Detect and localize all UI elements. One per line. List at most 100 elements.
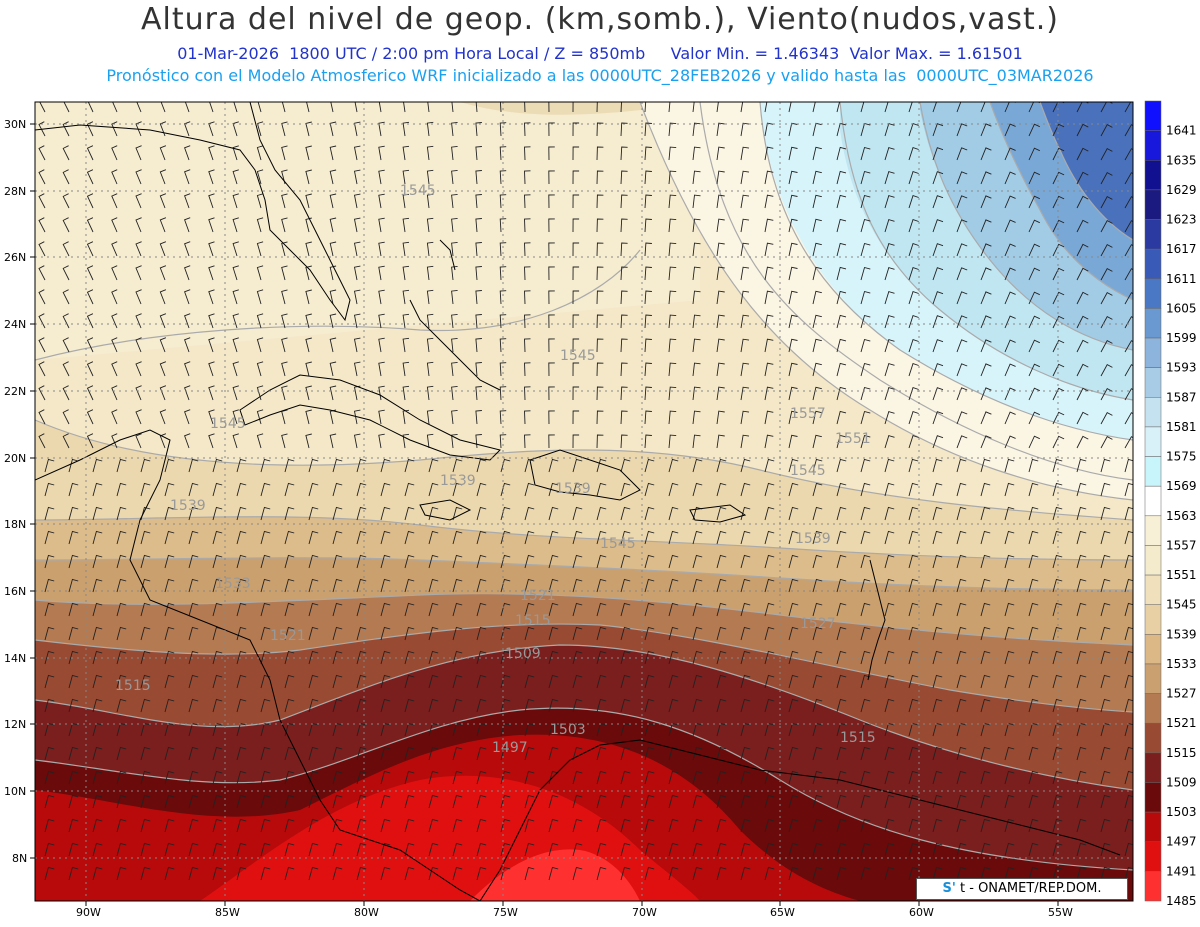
wind-barb	[956, 578, 967, 593]
wind-barb	[380, 674, 391, 689]
wind-barb	[111, 169, 118, 185]
wind-barb	[140, 698, 151, 713]
wind-barb	[284, 554, 295, 569]
wind-barb	[281, 169, 288, 185]
wind-barb	[308, 698, 319, 713]
wind-barb	[378, 433, 385, 449]
wind-barb	[956, 147, 968, 161]
wind-barb	[668, 410, 677, 425]
wind-barb	[404, 746, 415, 761]
wind-barb	[620, 698, 631, 713]
wind-barb	[524, 866, 535, 881]
wind-barb	[1076, 578, 1087, 593]
wind-barb	[329, 169, 337, 185]
wind-barb	[740, 842, 751, 857]
wind-barb	[499, 122, 507, 137]
wind-barb	[788, 842, 799, 857]
wind-barb	[332, 746, 343, 761]
wind-barb	[548, 482, 559, 497]
colorbar-label: 1485	[1166, 894, 1197, 908]
wind-barb	[135, 217, 142, 233]
colorbar-label: 1593	[1166, 361, 1197, 375]
wind-barb	[260, 722, 271, 737]
wind-barb	[44, 482, 55, 497]
wind-barb	[332, 698, 343, 713]
wind-barb	[404, 530, 415, 545]
wind-barb	[860, 434, 871, 449]
wind-barb	[188, 602, 199, 617]
contour-lines	[35, 102, 1133, 871]
wind-barb	[644, 194, 652, 209]
wind-barb	[451, 337, 458, 353]
wind-barb	[92, 770, 103, 785]
wind-barb	[740, 218, 750, 233]
wind-barb	[788, 362, 798, 377]
wind-barb	[140, 866, 151, 881]
wind-barb	[548, 386, 555, 401]
wind-barb	[353, 337, 361, 353]
wind-barb	[308, 602, 319, 617]
wind-barb	[232, 169, 239, 185]
colorbar-swatch	[1144, 693, 1162, 724]
wind-barb	[378, 145, 385, 161]
wind-barb	[1076, 435, 1089, 449]
wind-barb	[428, 578, 439, 593]
wind-barb	[208, 289, 215, 305]
contour-label: 1515	[515, 613, 551, 629]
wind-barb	[116, 794, 127, 809]
wind-barb	[548, 866, 559, 881]
wind-barb	[402, 337, 410, 353]
wind-barb	[1076, 626, 1087, 641]
contour-label: 1551	[835, 431, 871, 447]
wind-barb	[980, 746, 991, 761]
wind-barb	[404, 506, 415, 521]
wind-barb	[548, 194, 555, 209]
wind-barb	[159, 265, 167, 281]
wind-barb	[764, 530, 775, 545]
wind-barb	[572, 482, 583, 497]
wind-barb	[1004, 387, 1016, 401]
wind-barb	[1100, 123, 1113, 137]
wind-barb	[1100, 746, 1111, 761]
wind-barb	[92, 530, 103, 545]
wind-barb	[451, 217, 458, 233]
wind-barb	[1052, 818, 1063, 833]
wind-barb	[740, 122, 750, 137]
wind-barb	[524, 194, 531, 209]
wind-barb	[188, 650, 199, 665]
wind-barb	[1052, 650, 1063, 665]
contour-label: 1515	[840, 730, 876, 746]
wind-barb	[836, 722, 847, 737]
wind-barb	[524, 602, 535, 617]
wind-barb	[668, 338, 677, 353]
wind-barb	[212, 866, 223, 881]
wind-barb	[426, 289, 434, 305]
wind-barb	[1052, 530, 1063, 545]
wind-barb	[524, 818, 535, 833]
wind-barb	[1100, 171, 1113, 185]
wind-barb	[692, 458, 703, 473]
wind-barb	[281, 337, 288, 353]
wind-barb	[378, 337, 385, 353]
wind-barb	[308, 482, 319, 497]
wind-barb	[812, 626, 823, 641]
wind-barb	[353, 217, 361, 233]
wind-barb	[212, 818, 223, 833]
wind-barb	[1028, 195, 1040, 209]
wind-barb	[1004, 315, 1016, 329]
wind-barb	[232, 385, 239, 401]
wind-barb	[596, 650, 607, 665]
wind-barb	[524, 266, 531, 281]
wind-barb	[111, 193, 118, 209]
wind-barb	[188, 842, 199, 857]
wind-barb	[692, 482, 703, 497]
wind-barb	[668, 746, 679, 761]
wind-barb	[740, 866, 751, 881]
wind-barb	[140, 674, 151, 689]
forecast-time-line: 01-Mar-2026 1800 UTC / 2:00 pm Hora Loca…	[177, 44, 1023, 63]
wind-barb	[692, 578, 703, 593]
wind-barb	[692, 722, 703, 737]
wind-barb	[908, 195, 919, 209]
wind-barb	[1028, 435, 1040, 449]
wind-barb	[1052, 315, 1065, 329]
